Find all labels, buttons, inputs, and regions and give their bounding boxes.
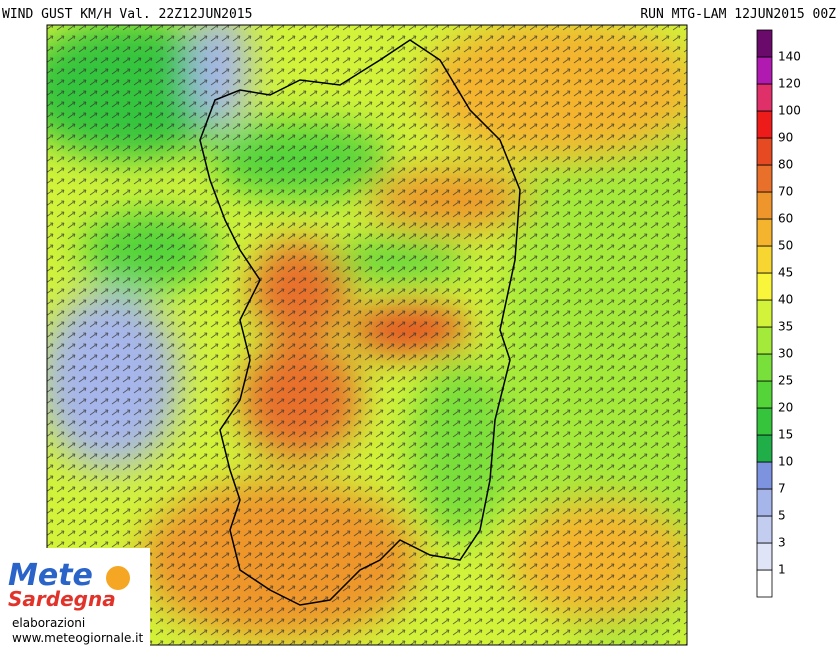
- legend-level: 35: [778, 320, 793, 334]
- legend-level: 15: [778, 428, 793, 442]
- legend-level: 30: [778, 347, 793, 361]
- legend-level: 20: [778, 401, 793, 415]
- legend-swatch: [756, 272, 773, 301]
- legend-swatch: [756, 191, 773, 220]
- legend-level: 120: [778, 77, 801, 91]
- legend-swatch: [756, 542, 773, 571]
- wind-arrows: [47, 25, 687, 645]
- legend-level: 90: [778, 131, 793, 145]
- legend-swatch: [756, 380, 773, 409]
- legend-swatch: [756, 245, 773, 274]
- legend-level: 5: [778, 509, 786, 523]
- legend-level: 40: [778, 293, 793, 307]
- legend-level: 100: [778, 104, 801, 118]
- legend-swatch: [756, 488, 773, 517]
- legend-swatch: [756, 353, 773, 382]
- legend-level: 7: [778, 482, 786, 496]
- legend-swatch: [756, 407, 773, 436]
- legend-swatch: [756, 434, 773, 463]
- legend-level: 80: [778, 158, 793, 172]
- map-title: WIND GUST KM/H Val. 22Z12JUN2015: [2, 7, 252, 22]
- legend-level: 140: [778, 50, 801, 64]
- map-frame: [46, 24, 688, 646]
- legend-level: 50: [778, 239, 793, 253]
- legend-swatch: [756, 137, 773, 166]
- coastline: [199, 39, 521, 606]
- logo-box: [0, 548, 150, 648]
- logo-name-bottom: Sardegna: [8, 587, 116, 611]
- legend-level: 25: [778, 374, 793, 388]
- legend-level: 60: [778, 212, 793, 226]
- legend-level: 10: [778, 455, 793, 469]
- legend-swatch: [756, 164, 773, 193]
- legend-swatch: [756, 29, 773, 58]
- legend-level: 45: [778, 266, 793, 280]
- legend-swatch: [756, 569, 773, 598]
- legend-swatch: [756, 83, 773, 112]
- logo-caption: elaborazioni: [12, 616, 85, 630]
- legend-swatch: [756, 56, 773, 85]
- run-info: RUN MTG-LAM 12JUN2015 00Z: [640, 7, 836, 22]
- legend-swatch: [756, 299, 773, 328]
- legend-level: 3: [778, 536, 786, 550]
- logo-sun: [106, 566, 130, 590]
- legend-swatch: [756, 110, 773, 139]
- legend-swatch: [756, 326, 773, 355]
- legend-level: 1: [778, 563, 786, 577]
- legend-level: 70: [778, 185, 793, 199]
- legend-swatch: [756, 218, 773, 247]
- legend-swatch: [756, 461, 773, 490]
- logo: Mete Sardegna elaborazioni www.meteogior…: [0, 548, 150, 648]
- map: [47, 25, 687, 645]
- logo-name-top: Mete: [8, 558, 93, 593]
- logo-url: www.meteogiornale.it: [12, 631, 143, 645]
- legend-swatch: [756, 515, 773, 544]
